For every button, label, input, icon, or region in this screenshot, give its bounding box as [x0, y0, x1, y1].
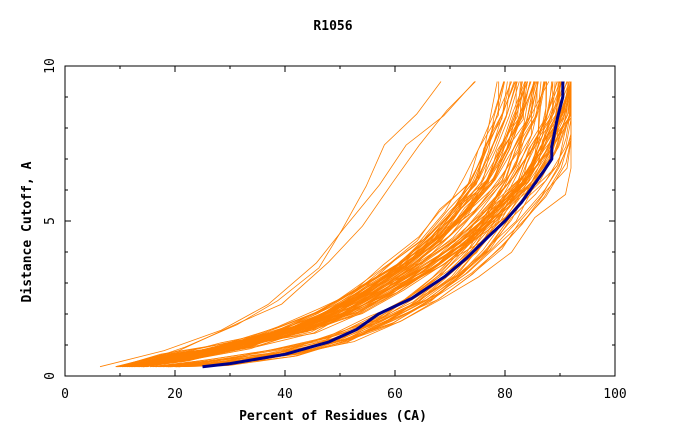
y-tick-label: 5 [43, 217, 58, 225]
model-curve-96 [174, 81, 572, 368]
x-tick-label: 80 [497, 387, 513, 402]
x-tick-label: 20 [167, 387, 183, 402]
model-curve-57 [142, 81, 523, 368]
chart-title: R1056 [313, 19, 352, 34]
y-tick-label: 0 [43, 372, 58, 380]
x-tick-label: 60 [387, 387, 403, 402]
model-curve-72 [138, 81, 505, 368]
model-curve-1 [99, 81, 475, 368]
model-curve-68 [146, 81, 517, 368]
x-axis-label: Percent of Residues (CA) [239, 409, 427, 424]
model-curve-88 [167, 81, 572, 368]
x-tick-label: 40 [277, 387, 293, 402]
model-curve-85 [178, 81, 545, 368]
model-curve-97 [152, 81, 547, 368]
model-curve-3 [115, 81, 476, 368]
y-axis-label: Distance Cutoff, A [20, 161, 35, 302]
model-curve-98 [155, 81, 561, 368]
highlight-curve-layer [202, 81, 565, 369]
model-curve-17 [123, 81, 498, 368]
x-tick-label: 0 [61, 387, 69, 402]
model-curve-70 [146, 81, 572, 368]
highlight-curve [202, 81, 565, 369]
y-tick-label: 10 [43, 58, 58, 74]
model-curve-73 [129, 81, 539, 368]
model-curve-60 [134, 81, 520, 368]
model-curve-94 [150, 81, 542, 368]
model-curve-82 [178, 81, 554, 368]
model-curve-66 [136, 81, 572, 368]
model-curve-43 [132, 81, 515, 368]
model-curve-90 [176, 81, 559, 368]
axes: 0 20 40 60 80 100 0 5 10 [43, 58, 627, 402]
x-tick-label: 100 [603, 387, 626, 402]
model-curve-71 [131, 81, 511, 368]
